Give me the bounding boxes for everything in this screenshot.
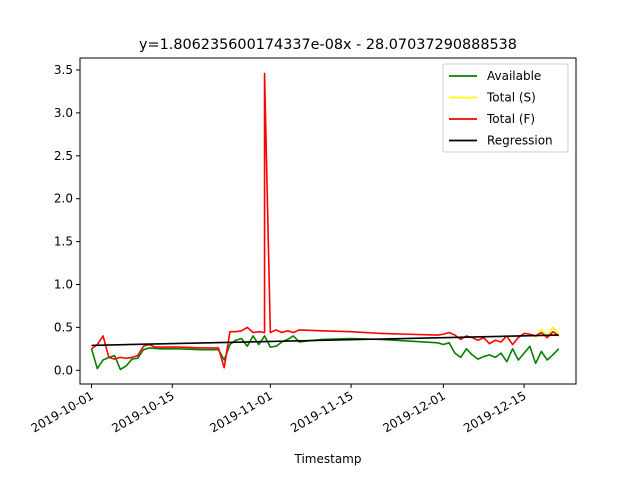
axes-frame [79,57,577,385]
y-tick-label: 0.0 [54,363,73,377]
y-tick-label: 3.5 [54,63,73,77]
legend-label-available: Available [487,69,541,83]
legend: Available Total (S) Total (F) Regression [442,63,569,153]
y-tick-label: 1.0 [54,277,73,291]
legend-label-regression: Regression [487,134,553,148]
x-axis-label: Timestamp [294,452,362,466]
chart-title: y=1.806235600174337e-08x - 28.0703729088… [139,37,517,53]
y-tick-label: 1.5 [54,235,73,249]
legend-box [442,63,569,153]
y-tick-label: 0.5 [54,320,73,334]
series-line-available [90,335,560,371]
y-tick-label: 2.5 [54,149,73,163]
series-line-regression [91,334,559,347]
plot-area [90,72,560,371]
y-tick-label: 3.0 [54,106,73,120]
y-tick-label: 2.0 [54,192,73,206]
legend-label-total-f: Total (F) [486,112,535,126]
series-layer [90,72,560,371]
legend-label-total-s: Total (S) [486,91,536,105]
